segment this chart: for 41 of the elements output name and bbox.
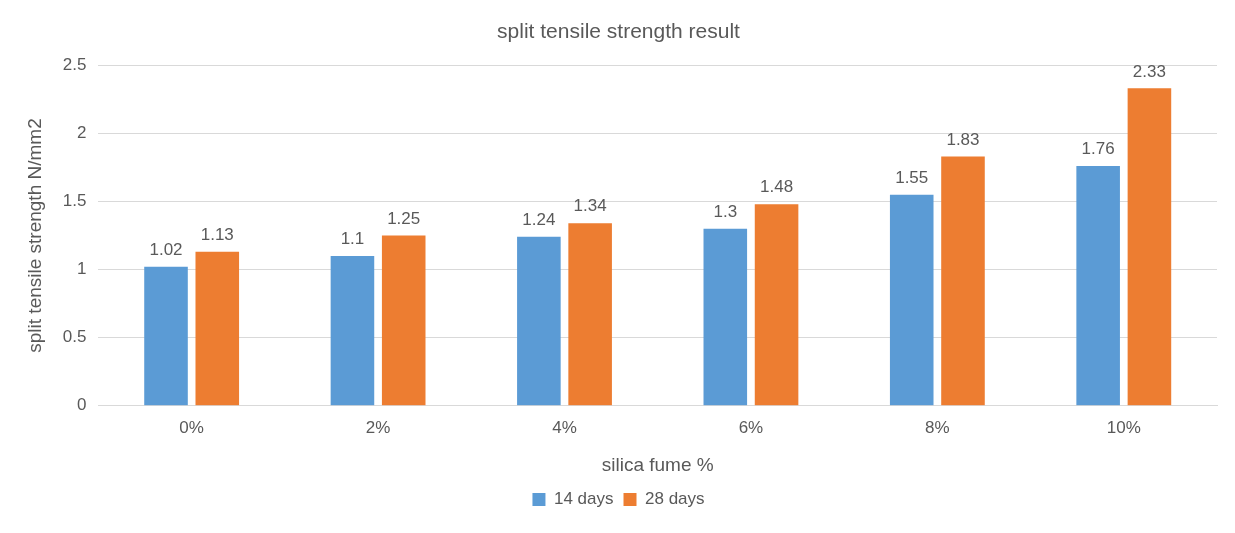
y-tick-label: 2 [76, 123, 87, 143]
data-label: 1.76 [1081, 139, 1115, 159]
bar [941, 156, 985, 406]
bar [1127, 88, 1172, 406]
data-label: 1.24 [522, 210, 556, 230]
data-label: 1.13 [200, 225, 234, 245]
legend-label: 28 days [645, 489, 705, 509]
data-label: 1.1 [340, 229, 365, 249]
bar [754, 204, 799, 406]
x-tick-label: 4% [552, 417, 577, 437]
x-tick-label: 2% [365, 417, 391, 437]
y-tick-label: 2.5 [62, 54, 87, 74]
y-tick-label: 0.5 [62, 327, 87, 347]
bar [1076, 166, 1120, 406]
data-label: 1.55 [895, 167, 929, 187]
x-axis-title: silica fume % [601, 453, 714, 475]
data-label: 1.34 [573, 196, 607, 216]
y-tick-label: 1 [76, 259, 87, 279]
x-tick-label: 0% [179, 417, 204, 437]
bar [144, 266, 188, 406]
bar [703, 228, 748, 406]
x-tick-label: 10% [1106, 417, 1141, 437]
x-tick-label: 8% [925, 417, 950, 437]
chart-title: split tensile strength result [497, 19, 741, 43]
bar [381, 235, 426, 406]
y-tick-label: 0 [76, 395, 87, 415]
legend-label: 14 days [553, 489, 614, 509]
data-label: 1.25 [387, 208, 421, 228]
bar [568, 223, 612, 406]
y-tick-label: 1.5 [62, 191, 87, 211]
data-label: 1.83 [946, 129, 980, 149]
bar [517, 236, 561, 406]
data-label: 1.3 [713, 201, 738, 221]
y-axis-title: split tensile strength N/mm2 [23, 118, 45, 353]
bar [889, 194, 934, 406]
data-label: 1.02 [149, 240, 183, 260]
data-label: 1.48 [760, 177, 794, 197]
x-tick-label: 6% [738, 417, 764, 437]
bar [195, 251, 240, 406]
data-label: 2.33 [1132, 61, 1166, 81]
bar [330, 255, 375, 406]
